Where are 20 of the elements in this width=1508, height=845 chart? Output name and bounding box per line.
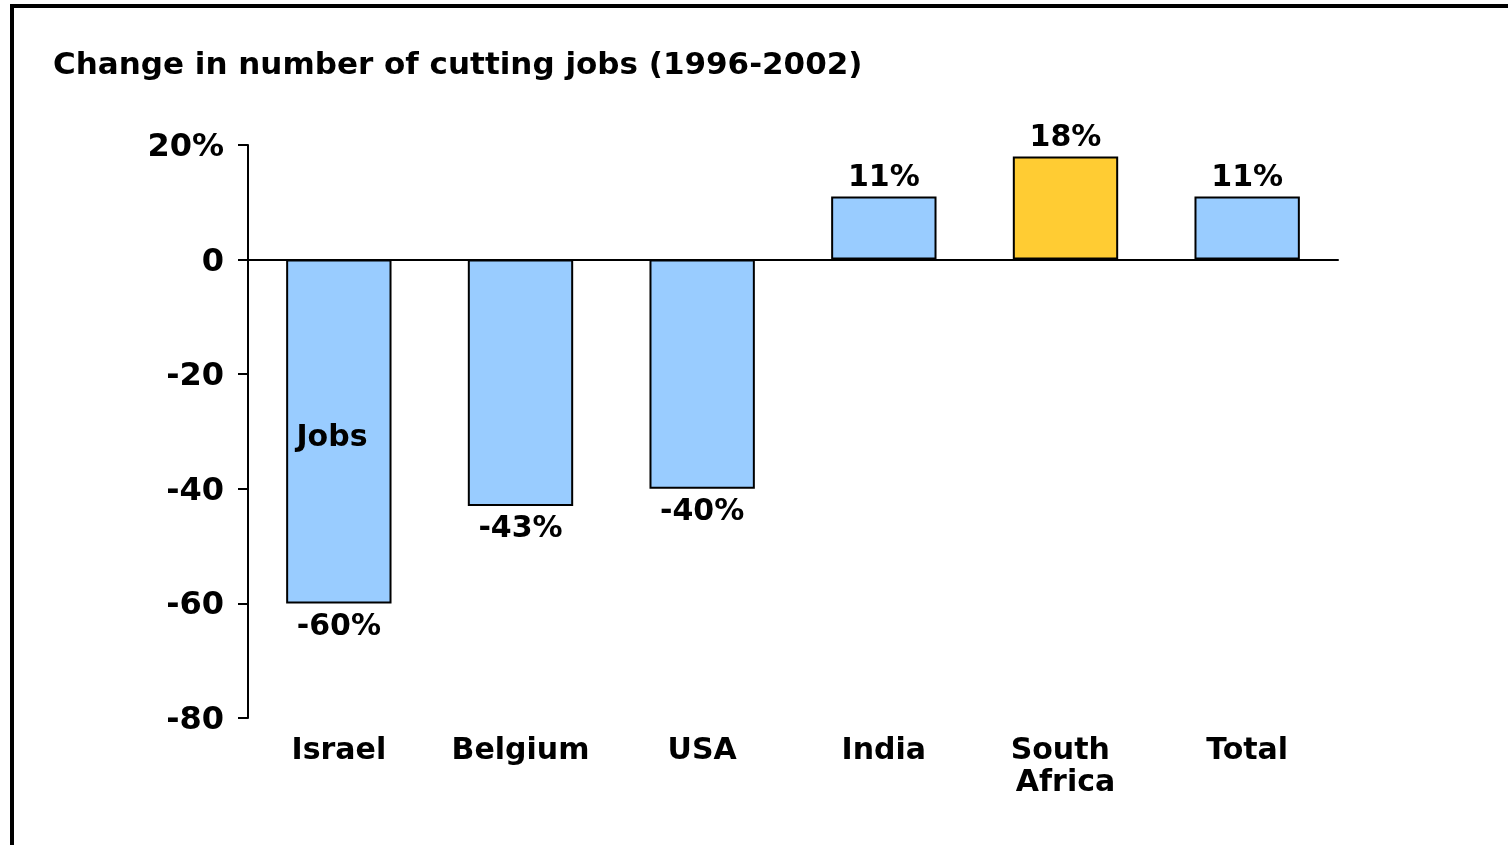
x-tick-label: Israel (291, 730, 387, 766)
data-label: -43% (478, 509, 563, 545)
data-label: -40% (660, 492, 745, 528)
data-label: 11% (1211, 158, 1284, 194)
data-label: 18% (1029, 117, 1102, 153)
y-tick-label: 20% (147, 126, 224, 164)
annotation: Jobs (294, 417, 368, 453)
x-tick-label: South Africa (1010, 730, 1121, 798)
data-label: 11% (847, 158, 920, 194)
y-tick-label: 0 (201, 240, 224, 279)
y-tick-label: -40 (166, 469, 224, 508)
y-tick-label: -20 (166, 355, 224, 394)
x-tick-label: Belgium (451, 730, 590, 766)
y-tick-label: -80 (166, 699, 224, 737)
x-tick-label: USA (667, 730, 738, 766)
x-tick-label: Total (1206, 730, 1289, 766)
chart-title: Change in number of cutting jobs (1996-2002) (53, 44, 863, 81)
x-tick-label: India (841, 730, 927, 766)
data-label: -60% (296, 606, 381, 642)
y-tick-label: -60 (166, 584, 224, 623)
